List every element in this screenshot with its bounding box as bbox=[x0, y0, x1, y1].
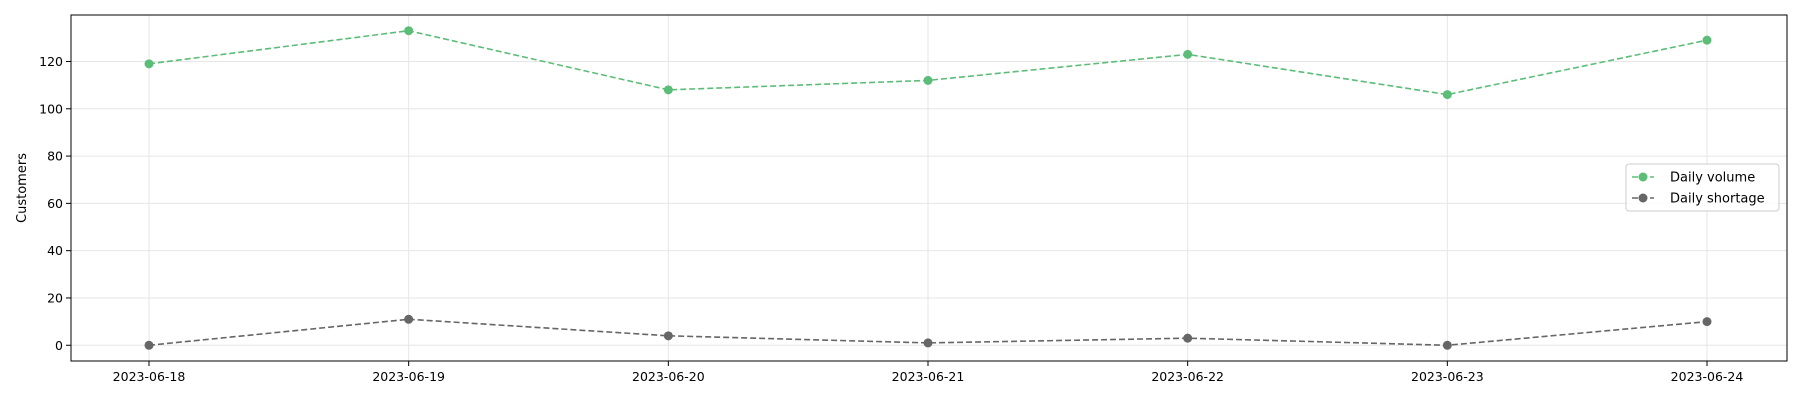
series-daily-shortage bbox=[144, 314, 1712, 350]
legend-item: Daily shortage bbox=[1632, 192, 1765, 207]
y-tick-label: 0 bbox=[55, 338, 63, 353]
series-daily-volume bbox=[144, 26, 1712, 100]
data-point bbox=[1183, 333, 1193, 343]
x-tick-label: 2023-06-19 bbox=[372, 369, 445, 384]
data-point bbox=[663, 331, 673, 341]
data-point bbox=[144, 59, 154, 69]
legend-swatch-marker bbox=[1638, 172, 1648, 182]
plot-frame bbox=[70, 14, 1788, 362]
data-point bbox=[1702, 35, 1712, 45]
axes: 2023-06-18 2023-06-19 2023-06-20 2023-06-21… bbox=[39, 54, 1743, 384]
data-point bbox=[144, 340, 154, 350]
y-tick-label: 120 bbox=[39, 54, 63, 69]
data-point bbox=[923, 75, 933, 85]
data-point bbox=[404, 314, 414, 324]
grid bbox=[71, 15, 1787, 361]
legend-item: Daily volume bbox=[1632, 171, 1755, 186]
legend: Daily volume Daily shortage bbox=[1625, 163, 1780, 212]
legend-swatch-marker bbox=[1638, 193, 1648, 203]
x-tick-label: 2023-06-21 bbox=[892, 369, 965, 384]
y-tick-label: 100 bbox=[39, 101, 63, 116]
series-layer bbox=[144, 26, 1712, 350]
data-point bbox=[1442, 340, 1452, 350]
data-point bbox=[663, 85, 673, 95]
x-tick-label: 2023-06-23 bbox=[1411, 369, 1484, 384]
data-point bbox=[1702, 317, 1712, 327]
y-tick-label: 80 bbox=[47, 149, 63, 164]
y-tick-label: 60 bbox=[47, 196, 63, 211]
data-point bbox=[1183, 49, 1193, 59]
legend-label: Daily shortage bbox=[1670, 192, 1765, 207]
x-tick-label: 2023-06-18 bbox=[113, 369, 186, 384]
legend-box bbox=[1625, 163, 1780, 212]
x-tick-label: 2023-06-22 bbox=[1151, 369, 1224, 384]
legend-label: Daily volume bbox=[1670, 171, 1755, 186]
data-point bbox=[923, 338, 933, 348]
x-tick-label: 2023-06-24 bbox=[1671, 369, 1744, 384]
y-tick-label: 20 bbox=[47, 290, 63, 305]
data-point bbox=[1442, 90, 1452, 100]
y-axis-label: Customers bbox=[15, 153, 30, 223]
data-point bbox=[404, 26, 414, 36]
x-tick-label: 2023-06-20 bbox=[632, 369, 705, 384]
y-tick-label: 40 bbox=[47, 243, 63, 258]
